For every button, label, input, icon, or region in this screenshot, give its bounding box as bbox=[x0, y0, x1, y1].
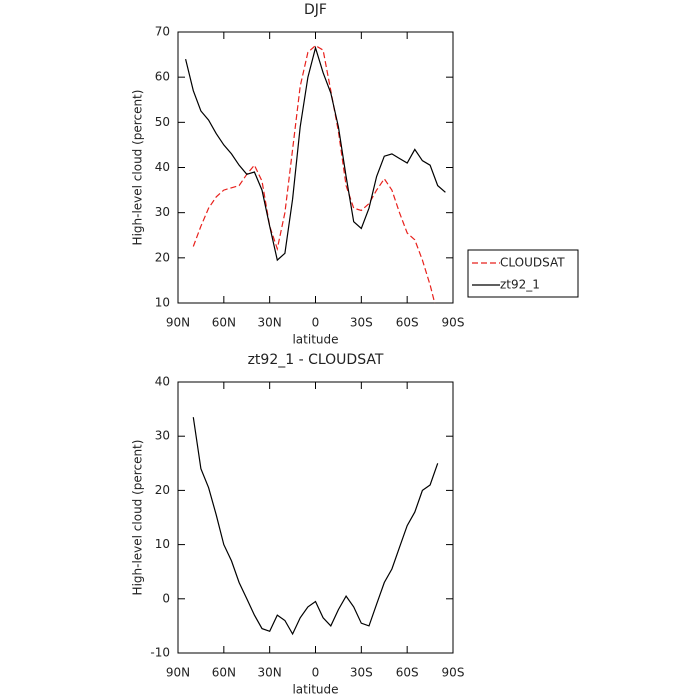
x-tick-label: 30S bbox=[350, 666, 373, 680]
x-tick-label: 60S bbox=[396, 316, 419, 330]
y-tick-label: 40 bbox=[155, 160, 170, 174]
legend-box bbox=[467, 249, 579, 298]
plot-frame bbox=[177, 31, 454, 304]
x-tick-label: 90S bbox=[442, 316, 465, 330]
x-tick-label: 30N bbox=[258, 666, 282, 680]
y-axis-label: High-level cloud (percent) bbox=[131, 90, 145, 246]
legend-label: zt92_1 bbox=[500, 278, 540, 292]
y-tick-label: 40 bbox=[155, 375, 170, 389]
x-tick-label: 90N bbox=[166, 666, 190, 680]
x-tick-label: 60N bbox=[212, 666, 236, 680]
chart-title: DJF bbox=[304, 2, 327, 18]
y-axis-label: High-level cloud (percent) bbox=[131, 440, 145, 596]
data-line bbox=[185, 45, 446, 262]
data-line bbox=[192, 417, 439, 636]
x-tick-label: 0 bbox=[312, 316, 320, 330]
y-tick-label: 30 bbox=[155, 429, 170, 443]
y-tick-label: 20 bbox=[155, 483, 170, 497]
y-tick-label: 70 bbox=[155, 25, 170, 39]
y-tick-label: 20 bbox=[155, 250, 170, 264]
legend-label: CLOUDSAT bbox=[500, 256, 565, 270]
x-tick-label: 30S bbox=[350, 316, 373, 330]
y-tick-label: 10 bbox=[155, 296, 170, 310]
x-tick-label: 30N bbox=[258, 316, 282, 330]
data-line bbox=[192, 44, 436, 304]
x-tick-label: 90S bbox=[442, 666, 465, 680]
x-tick-label: 0 bbox=[312, 666, 320, 680]
y-tick-label: -10 bbox=[150, 646, 170, 660]
x-tick-label: 60S bbox=[396, 666, 419, 680]
y-tick-label: 50 bbox=[155, 115, 170, 129]
x-axis-label: latitude bbox=[292, 333, 338, 347]
y-tick-label: 0 bbox=[162, 591, 170, 605]
chart-title: zt92_1 - CLOUDSAT bbox=[248, 352, 384, 368]
x-tick-label: 90N bbox=[166, 316, 190, 330]
x-axis-label: latitude bbox=[292, 683, 338, 697]
y-tick-label: 60 bbox=[155, 70, 170, 84]
x-tick-label: 60N bbox=[212, 316, 236, 330]
y-tick-label: 10 bbox=[155, 537, 170, 551]
y-tick-label: 30 bbox=[155, 205, 170, 219]
